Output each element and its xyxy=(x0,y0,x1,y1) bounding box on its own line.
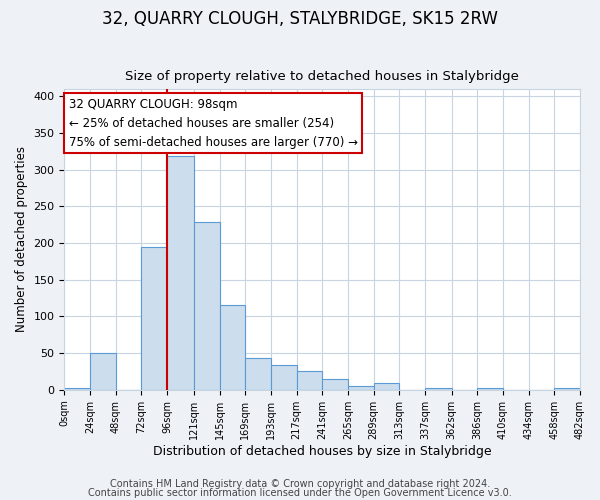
Text: Contains HM Land Registry data © Crown copyright and database right 2024.: Contains HM Land Registry data © Crown c… xyxy=(110,479,490,489)
Bar xyxy=(478,388,503,390)
Bar xyxy=(245,358,271,390)
Text: 32, QUARRY CLOUGH, STALYBRIDGE, SK15 2RW: 32, QUARRY CLOUGH, STALYBRIDGE, SK15 2RW xyxy=(102,10,498,28)
Bar xyxy=(220,306,245,390)
Title: Size of property relative to detached houses in Stalybridge: Size of property relative to detached ho… xyxy=(125,70,519,84)
Y-axis label: Number of detached properties: Number of detached properties xyxy=(15,146,28,332)
Bar xyxy=(554,388,580,390)
Bar xyxy=(374,382,399,390)
Bar xyxy=(425,388,452,390)
Bar xyxy=(167,156,194,390)
Bar xyxy=(194,222,220,390)
Bar xyxy=(322,379,348,390)
Bar xyxy=(142,246,167,390)
Text: 32 QUARRY CLOUGH: 98sqm
← 25% of detached houses are smaller (254)
75% of semi-d: 32 QUARRY CLOUGH: 98sqm ← 25% of detache… xyxy=(68,98,358,148)
Bar xyxy=(271,365,296,390)
Bar xyxy=(296,372,322,390)
Bar xyxy=(64,388,90,390)
Bar xyxy=(348,386,374,390)
Bar xyxy=(90,353,116,390)
Text: Contains public sector information licensed under the Open Government Licence v3: Contains public sector information licen… xyxy=(88,488,512,498)
X-axis label: Distribution of detached houses by size in Stalybridge: Distribution of detached houses by size … xyxy=(153,444,491,458)
